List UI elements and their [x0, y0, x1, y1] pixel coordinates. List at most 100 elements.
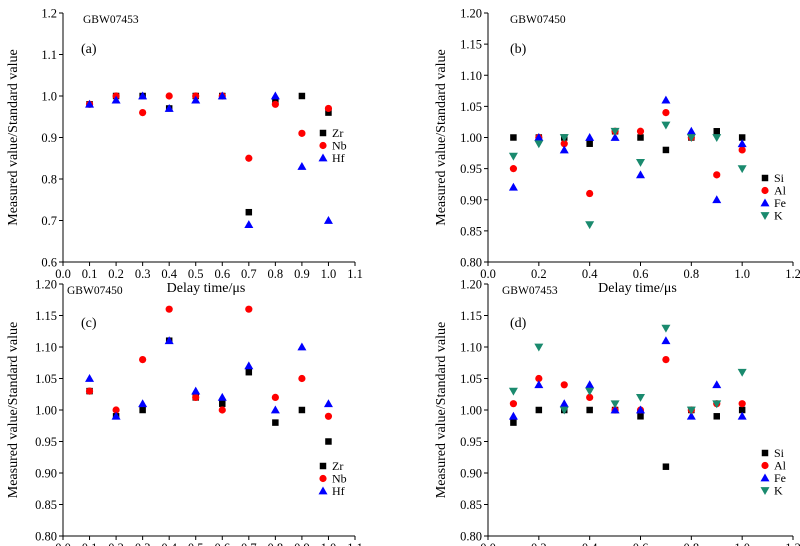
data-point-fe: [712, 380, 722, 389]
legend-label-nb: Nb: [332, 472, 347, 486]
y-tick-label: 1.15: [35, 309, 57, 323]
y-axis-label: Measured value/Standard value: [6, 322, 21, 499]
data-point-hf: [297, 162, 307, 170]
x-tick-label: 0.8: [684, 267, 700, 281]
x-tick-label: 0.4: [161, 267, 177, 281]
y-tick-label: 1.05: [460, 100, 482, 114]
data-point-k: [686, 134, 696, 142]
data-point-hf: [244, 361, 254, 370]
data-point-si: [510, 419, 517, 426]
data-point-si: [586, 140, 593, 147]
data-point-hf: [191, 95, 201, 104]
legend-marker-zr: [319, 462, 327, 470]
data-point-nb: [298, 374, 306, 383]
legend-label-k: K: [774, 484, 783, 498]
legend-label-k: K: [774, 209, 783, 223]
y-tick-label: 1.20: [35, 278, 57, 292]
data-point-al: [738, 146, 746, 154]
panel-label: (a): [81, 42, 97, 57]
data-point-nb: [218, 406, 226, 414]
data-point-zr: [325, 438, 332, 445]
data-point-fe: [559, 145, 569, 154]
y-tick-label: 0.95: [35, 435, 57, 449]
data-point-hf: [85, 374, 95, 382]
y-tick-label: 1.00: [460, 404, 482, 418]
y-tick-label: 1.05: [460, 372, 482, 386]
x-tick-label: 0.2: [108, 541, 124, 546]
legend-label-al: Al: [774, 184, 787, 198]
x-tick-label: 0.8: [268, 267, 284, 281]
data-point-fe: [737, 139, 747, 148]
panel-label: (c): [81, 316, 97, 331]
legend-label-nb: Nb: [332, 139, 347, 153]
x-axis-label: Delay time/μs: [167, 281, 246, 296]
y-axis-label: Measured value/Standard value: [434, 322, 449, 499]
data-point-fe: [737, 411, 747, 420]
data-point-fe: [636, 405, 645, 414]
data-point-nb: [324, 412, 333, 420]
data-point-al: [636, 127, 645, 135]
data-point-nb: [85, 387, 94, 395]
panel-label: (b): [510, 42, 527, 57]
x-tick-label: 0.6: [214, 267, 230, 281]
data-point-si: [535, 406, 543, 414]
sample-label: GBW07453: [83, 14, 139, 26]
x-tick-label: 0.6: [633, 267, 649, 281]
data-point-zr: [298, 92, 306, 100]
data-point-si: [713, 413, 720, 420]
data-point-fe: [585, 380, 595, 389]
legend-marker-si: [761, 449, 769, 457]
data-point-hf: [164, 103, 174, 112]
data-point-hf: [270, 91, 280, 100]
data-point-nb: [271, 393, 279, 401]
legend-marker-k: [760, 487, 770, 495]
y-tick-label: 0.80: [460, 256, 482, 270]
y-tick-label: 0.95: [460, 435, 482, 449]
sample-label: GBW07453: [502, 285, 558, 297]
data-point-k: [661, 324, 671, 333]
x-tick-label: 0.0: [55, 541, 71, 546]
x-tick-label: 0.2: [531, 541, 547, 546]
y-tick-label: 1.10: [460, 69, 482, 83]
data-point-fe: [585, 133, 595, 141]
data-point-zr: [272, 96, 279, 104]
data-point-k: [559, 406, 569, 415]
data-point-nb: [165, 92, 173, 100]
data-point-nb: [324, 104, 333, 113]
data-point-k: [534, 343, 544, 352]
x-tick-label: 1.2: [785, 541, 800, 546]
legend-marker-nb: [319, 474, 327, 483]
y-tick-label: 1.15: [460, 38, 482, 52]
data-point-zr: [325, 109, 332, 116]
data-point-al: [509, 400, 518, 408]
data-point-k: [636, 394, 645, 402]
legend-label-hf: Hf: [332, 484, 345, 498]
data-point-nb: [245, 305, 253, 313]
y-tick-label: 1.2: [41, 7, 57, 21]
data-point-fe: [636, 170, 645, 179]
data-point-zr: [245, 208, 253, 216]
data-point-k: [508, 152, 518, 161]
data-point-fe: [610, 133, 620, 141]
panel-label: (d): [510, 316, 527, 331]
x-tick-label: 0.3: [135, 267, 151, 281]
y-tick-label: 0.90: [460, 467, 482, 481]
data-point-al: [560, 381, 568, 389]
sample-label: GBW07450: [510, 14, 566, 26]
data-point-zr: [245, 368, 253, 376]
x-tick-label: 1.1: [347, 541, 363, 546]
data-point-hf: [111, 95, 121, 104]
data-point-al: [560, 140, 568, 148]
x-tick-label: 0.0: [480, 541, 496, 546]
data-point-k: [737, 368, 747, 377]
x-tick-label: 0.8: [268, 541, 284, 546]
data-point-fe: [712, 195, 722, 204]
y-tick-label: 1.1: [41, 48, 57, 62]
x-tick-label: 0.0: [480, 267, 496, 281]
data-point-hf: [323, 216, 333, 224]
sample-label: GBW07450: [67, 285, 123, 297]
legend-label-hf: Hf: [332, 151, 345, 165]
legend-marker-hf: [318, 486, 328, 495]
data-point-k: [636, 159, 645, 167]
x-tick-label: 1.0: [734, 541, 750, 546]
